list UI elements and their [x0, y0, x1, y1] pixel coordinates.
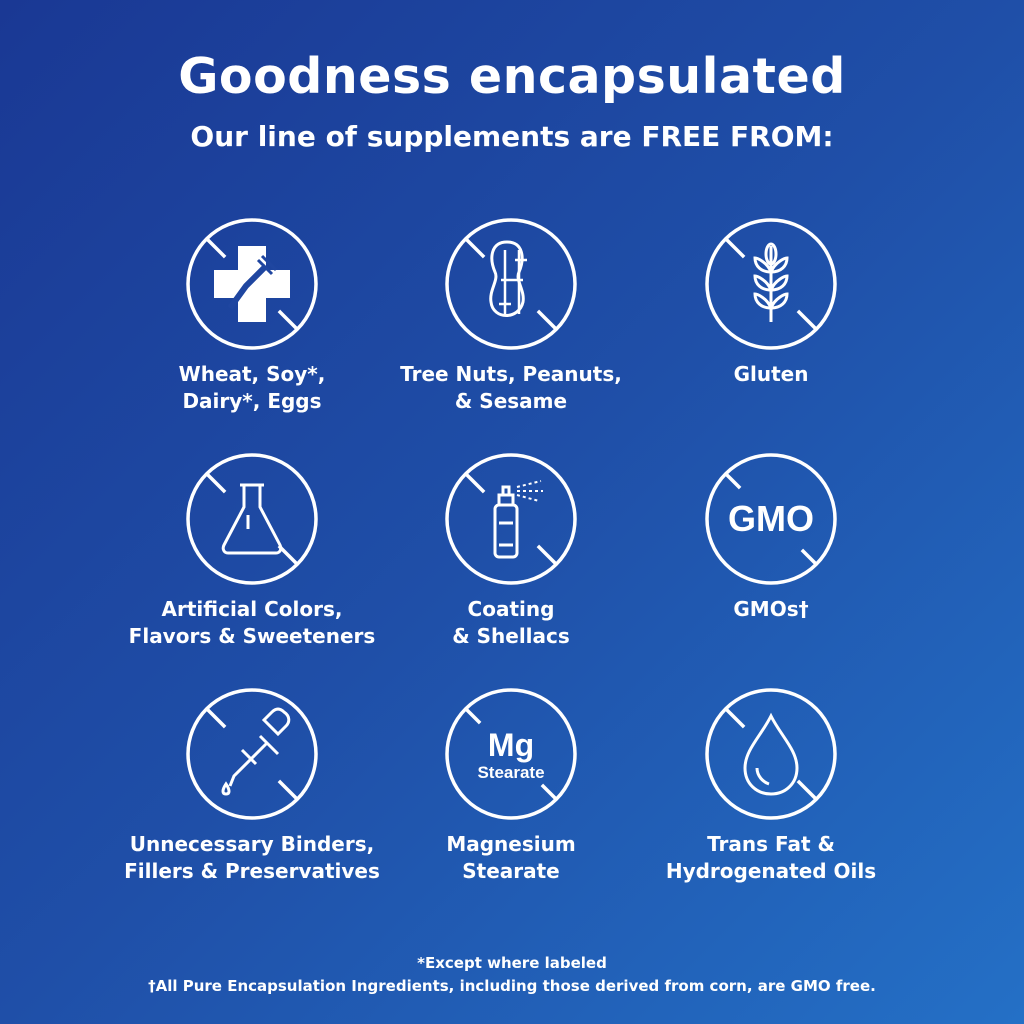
dropper-icon [186, 688, 318, 820]
free-from-item: Artificial Colors, Flavors & Sweeteners [102, 452, 402, 650]
oil-drop-icon [705, 688, 837, 820]
free-from-item: Unnecessary Binders, Fillers & Preservat… [102, 687, 402, 885]
item-label: Tree Nuts, Peanuts, & Sesame [400, 362, 622, 413]
free-from-item: Trans Fat & Hydrogenated Oils [621, 687, 921, 885]
free-from-item: GMO GMOs† [621, 452, 921, 623]
item-label: Magnesium Stearate [446, 832, 576, 883]
free-from-item: Gluten [621, 217, 921, 388]
item-label: Unnecessary Binders, Fillers & Preservat… [124, 832, 380, 883]
footnote-except: *Except where labeled [417, 954, 607, 972]
flask-icon [186, 453, 318, 585]
svg-text:Mg: Mg [488, 727, 534, 763]
spray-can-icon [445, 453, 577, 585]
footnote-gmo: †All Pure Encapsulation Ingredients, inc… [148, 977, 876, 995]
allergen-cross-fork-icon [186, 218, 318, 350]
item-label: GMOs† [733, 597, 809, 621]
free-from-item: Coating & Shellacs [361, 452, 661, 650]
peanut-icon [445, 218, 577, 350]
free-from-item: Wheat, Soy*, Dairy*, Eggs [102, 217, 402, 415]
svg-text:GMO: GMO [728, 498, 814, 539]
page-subtitle: Our line of supplements are FREE FROM: [190, 120, 834, 153]
item-label: Wheat, Soy*, Dairy*, Eggs [178, 362, 326, 413]
svg-text:Stearate: Stearate [477, 763, 544, 782]
item-label: Coating & Shellacs [452, 597, 570, 648]
item-label: Artificial Colors, Flavors & Sweeteners [128, 597, 376, 648]
gmo-text-icon: GMO [705, 453, 837, 585]
page-title: Goodness encapsulated [178, 48, 846, 105]
free-from-item: Tree Nuts, Peanuts, & Sesame [361, 217, 661, 415]
wheat-icon [705, 218, 837, 350]
item-label: Trans Fat & Hydrogenated Oils [665, 832, 877, 883]
free-from-item: Mg Stearate Magnesium Stearate [361, 687, 661, 885]
item-label: Gluten [733, 362, 809, 386]
